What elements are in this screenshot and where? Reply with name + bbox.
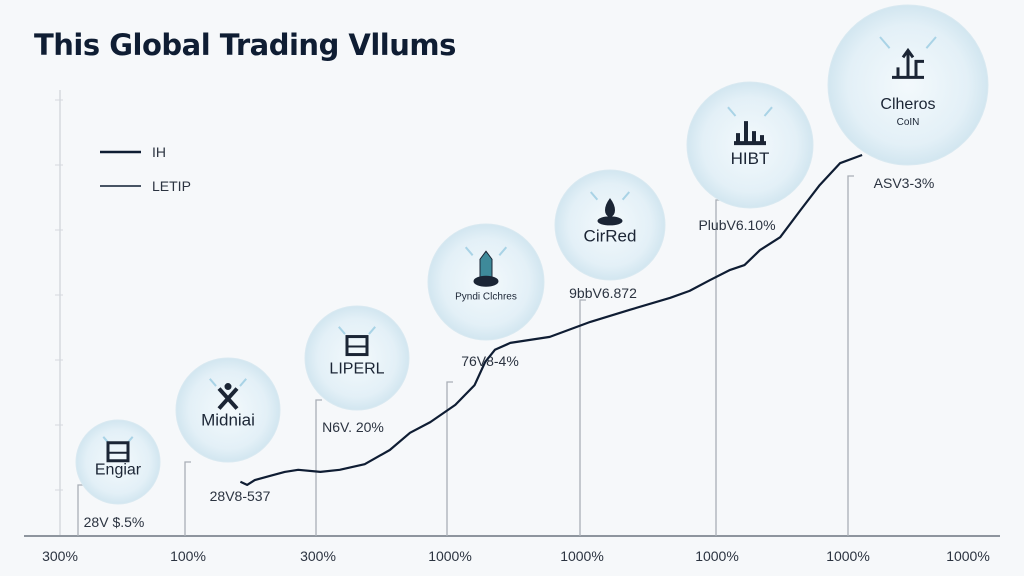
leader-line: [847, 175, 854, 536]
leader-line: [315, 399, 322, 536]
chart-title: This Global Trading Vllums: [34, 28, 456, 62]
leader-line: [184, 461, 191, 536]
tower-icon: [473, 250, 499, 287]
annotation-bubble: LIPERL: [304, 305, 410, 411]
glint-icon: [727, 106, 773, 117]
bars-icon: [345, 335, 369, 357]
bubble-sublabel: CoIN: [897, 117, 920, 128]
annotation-bubble: HIBT: [686, 81, 814, 209]
value-label: N6V. 20%: [322, 419, 384, 435]
city-icon: [734, 121, 766, 146]
x-tick-label: 300%: [42, 548, 78, 564]
legend: IH LETIP: [100, 144, 191, 194]
annotation-bubble: Clheros CoIN: [827, 4, 989, 166]
glint-icon: [209, 378, 247, 387]
value-label: 28V $.5%: [84, 514, 145, 530]
value-label: 76V8-4%: [461, 353, 519, 369]
x-tick-label: 1000%: [560, 548, 604, 564]
leader-line: [446, 381, 453, 536]
x-tick-label: 1000%: [695, 548, 739, 564]
bars-icon: [106, 441, 130, 463]
drop-icon: [597, 198, 623, 226]
bubble-label: HIBT: [731, 149, 770, 168]
arrow-icon: [892, 47, 924, 79]
bubble-circle: [304, 305, 410, 411]
glint-icon: [879, 36, 937, 49]
leader-line: [715, 199, 722, 536]
leader-line: [579, 299, 586, 536]
bubble-label: Pyndi Clchres: [455, 291, 517, 302]
x-tick-label: 300%: [300, 548, 336, 564]
glint-icon: [464, 246, 508, 256]
annotation-bubble: CirRed: [554, 169, 666, 281]
series-line-ih: [239, 153, 863, 486]
x-tick-label: 1000%: [946, 548, 990, 564]
figure-icon: [217, 383, 239, 410]
x-tick-label: 1000%: [428, 548, 472, 564]
value-label: 9bbV6.872: [569, 285, 637, 301]
annotation-bubble: Pyndi Clchres: [427, 223, 545, 341]
annotation-bubble: Engiar: [75, 419, 161, 505]
value-label: PlubV6.10%: [698, 217, 775, 233]
leader-line: [77, 484, 84, 536]
bubble-circle: [175, 357, 281, 463]
glint-icon: [589, 191, 631, 201]
bubble-label: CirRed: [584, 227, 637, 246]
value-label: ASV3-3%: [874, 175, 935, 191]
value-label: 28V8-537: [210, 488, 271, 504]
x-tick-label: 100%: [170, 548, 206, 564]
legend-label-ih: IH: [152, 144, 166, 160]
bubble-label: Engiar: [95, 462, 142, 479]
bubble-label: LIPERL: [329, 361, 384, 378]
bubble-label: Midniai: [201, 411, 255, 430]
bubble-label: Clheros: [880, 96, 935, 113]
bubble-circle: [827, 4, 989, 166]
x-tick-label: 1000%: [826, 548, 870, 564]
annotation-bubble: Midniai: [175, 357, 281, 463]
glint-icon: [338, 326, 376, 335]
legend-label-letip: LETIP: [152, 178, 191, 194]
